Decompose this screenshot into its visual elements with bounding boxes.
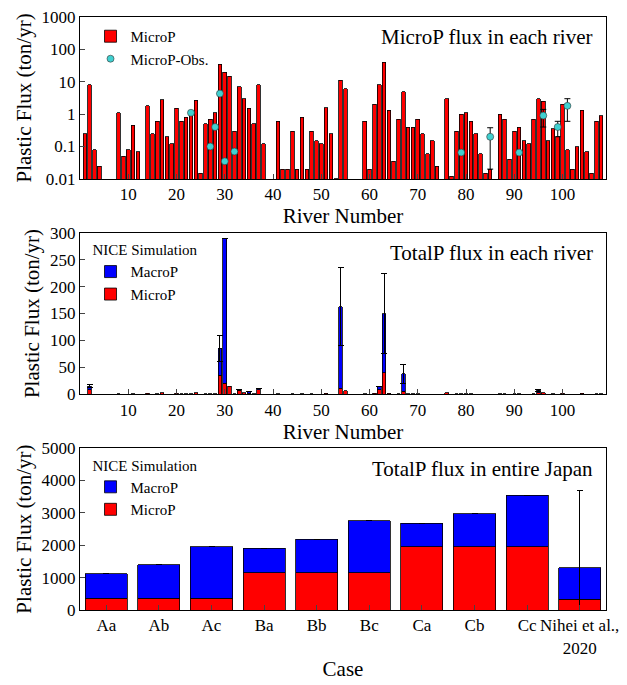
- svg-text:50: 50: [313, 401, 330, 420]
- svg-text:MacroP: MacroP: [131, 480, 179, 496]
- svg-text:MicroP: MicroP: [131, 287, 176, 303]
- svg-text:60: 60: [361, 401, 378, 420]
- svg-text:MicroP-Obs.: MicroP-Obs.: [131, 52, 209, 68]
- svg-text:90: 90: [506, 185, 523, 204]
- svg-text:TotalP flux in each river: TotalP flux in each river: [390, 241, 593, 265]
- svg-text:20: 20: [168, 401, 185, 420]
- svg-text:10: 10: [59, 73, 76, 92]
- svg-text:20: 20: [168, 185, 185, 204]
- svg-text:100: 100: [550, 185, 576, 204]
- svg-text:NICE Simulation: NICE Simulation: [93, 458, 198, 474]
- svg-text:Plastic Flux (ton/yr): Plastic Flux (ton/yr): [20, 229, 44, 398]
- svg-text:MicroP flux in each river: MicroP flux in each river: [381, 25, 593, 49]
- svg-text:Ab: Ab: [149, 616, 170, 635]
- svg-text:30: 30: [216, 401, 233, 420]
- svg-text:250: 250: [50, 251, 76, 270]
- svg-text:NICE Simulation: NICE Simulation: [93, 242, 198, 258]
- svg-text:10: 10: [120, 401, 137, 420]
- svg-text:70: 70: [409, 185, 426, 204]
- svg-text:Bc: Bc: [360, 616, 379, 635]
- svg-text:Cc: Cc: [518, 616, 537, 635]
- svg-text:40: 40: [265, 185, 282, 204]
- svg-text:0.01: 0.01: [46, 170, 76, 189]
- svg-text:5000: 5000: [42, 439, 76, 458]
- svg-text:0: 0: [67, 601, 76, 620]
- svg-text:Ba: Ba: [255, 616, 274, 635]
- svg-text:Ca: Ca: [412, 616, 431, 635]
- svg-text:Cb: Cb: [465, 616, 485, 635]
- svg-text:1: 1: [67, 105, 76, 124]
- svg-text:50: 50: [313, 185, 330, 204]
- svg-text:Case: Case: [323, 657, 364, 681]
- svg-text:Plastic Flux (ton/yr): Plastic Flux (ton/yr): [12, 444, 36, 613]
- svg-text:0: 0: [67, 385, 76, 404]
- svg-text:Plastic Flux (ton/yr): Plastic Flux (ton/yr): [12, 13, 36, 182]
- svg-text:1000: 1000: [42, 569, 76, 588]
- svg-text:Bb: Bb: [307, 616, 327, 635]
- svg-text:30: 30: [216, 185, 233, 204]
- svg-text:100: 100: [50, 40, 76, 59]
- svg-text:80: 80: [458, 401, 475, 420]
- svg-text:2000: 2000: [42, 536, 76, 555]
- svg-text:TotalP flux in entire Japan: TotalP flux in entire Japan: [372, 457, 593, 481]
- svg-text:4000: 4000: [42, 471, 76, 490]
- svg-text:River Number: River Number: [283, 204, 404, 228]
- svg-text:300: 300: [50, 224, 76, 243]
- svg-text:MicroP: MicroP: [131, 502, 176, 518]
- svg-text:200: 200: [50, 278, 76, 297]
- svg-text:100: 100: [550, 401, 576, 420]
- svg-text:0.1: 0.1: [54, 137, 75, 156]
- svg-text:1000: 1000: [42, 8, 76, 27]
- svg-text:90: 90: [506, 401, 523, 420]
- svg-text:60: 60: [361, 185, 378, 204]
- svg-text:40: 40: [265, 401, 282, 420]
- svg-text:150: 150: [50, 304, 76, 323]
- svg-text:10: 10: [120, 185, 137, 204]
- svg-text:Nihei et al.,2020: Nihei et al.,2020: [540, 616, 619, 657]
- svg-text:50: 50: [59, 358, 76, 377]
- svg-text:Aa: Aa: [96, 616, 116, 635]
- svg-text:MicroP: MicroP: [131, 29, 176, 45]
- svg-text:80: 80: [458, 185, 475, 204]
- svg-text:MacroP: MacroP: [131, 264, 179, 280]
- svg-text:River Number: River Number: [283, 420, 404, 444]
- svg-text:100: 100: [50, 331, 76, 350]
- svg-text:70: 70: [409, 401, 426, 420]
- svg-text:Ac: Ac: [202, 616, 222, 635]
- svg-text:3000: 3000: [42, 504, 76, 523]
